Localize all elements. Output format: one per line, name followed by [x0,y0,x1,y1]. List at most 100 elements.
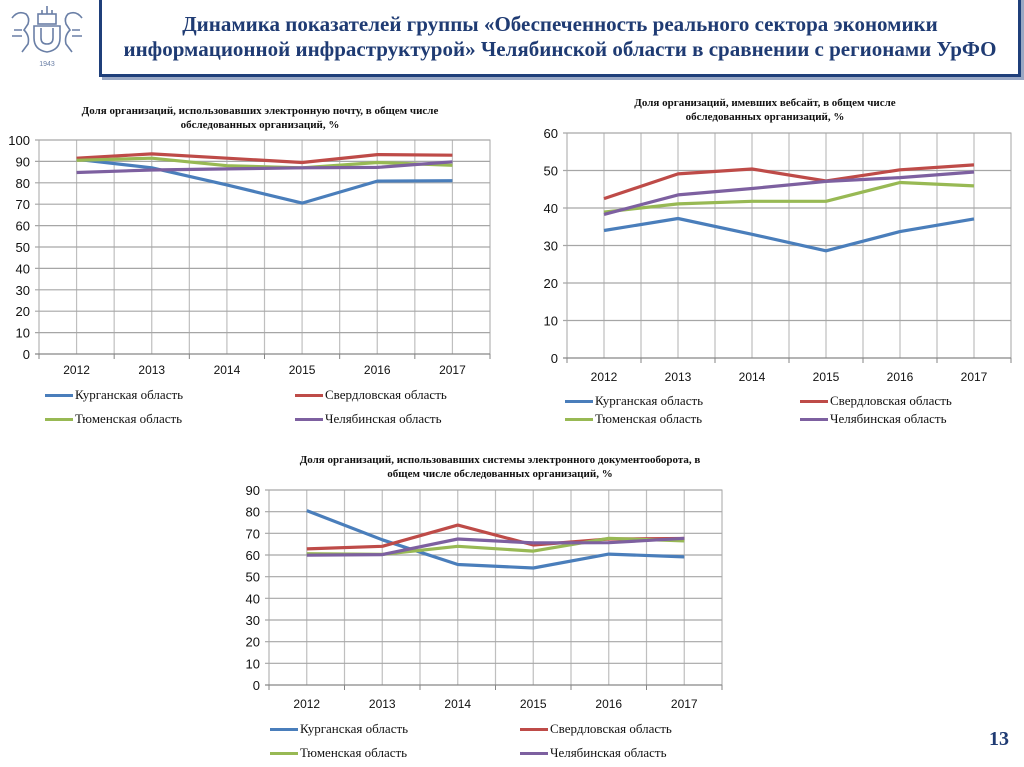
series-line [603,216,975,253]
legend-swatch [800,399,828,403]
legend-swatch [800,417,828,421]
legend-label: Свердловская область [550,721,672,736]
x-tick-label: 2013 [665,370,692,384]
x-tick-label: 2014 [444,697,471,711]
legend-label: Курганская область [595,393,704,408]
university-logo: 1943 [4,4,90,70]
x-tick-label: 2017 [439,363,466,377]
legend-swatch [520,751,548,755]
y-tick-label: 50 [544,164,558,179]
legend-swatch [295,417,323,421]
y-tick-label: 10 [246,656,260,671]
legend-item: Тюменская область [45,411,182,427]
legend-item: Курганская область [565,393,703,409]
legend-swatch [45,393,73,397]
legend-swatch [270,751,298,755]
logo-year: 1943 [39,61,55,68]
x-tick-label: 2017 [671,697,698,711]
chart-title: Доля организаций, использовавших системы… [299,454,701,480]
x-tick-label: 2013 [138,363,165,377]
legend-label: Курганская область [300,721,409,736]
chart-title: Доля организаций, использовавших электро… [81,105,439,131]
y-tick-label: 30 [16,283,30,298]
series-line [603,163,975,201]
y-tick-label: 20 [246,635,260,650]
series-line [76,152,453,165]
legend-item: Свердловская область [295,387,447,403]
legend-label: Тюменская область [300,745,408,760]
x-tick-label: 2013 [369,697,396,711]
y-tick-label: 20 [544,276,558,291]
chart-svg: 0 10 20 30 40 50 60 2012 2013 2014 2015 2016 2017 [544,126,1012,384]
x-tick-label: 2014 [214,363,241,377]
x-tick-label: 2015 [520,697,547,711]
legend-item: Курганская область [45,387,183,403]
legend-item: Челябинская область [520,745,667,761]
y-tick-label: 90 [246,483,260,498]
x-tick-label: 2015 [813,370,840,384]
y-tick-label: 60 [544,126,558,141]
y-tick-label: 20 [16,304,30,319]
x-tick-label: 2012 [63,363,90,377]
legend-item: Челябинская область [800,411,947,427]
legend-item: Свердловская область [800,393,952,409]
legend-swatch [295,393,323,397]
page-title: Динамика показателей группы «Обеспеченно… [123,12,997,61]
series-line [603,180,975,214]
y-tick-label: 40 [16,261,30,276]
series-line [306,536,685,557]
legend-swatch [565,399,593,403]
y-tick-label: 50 [246,570,260,585]
y-tick-label: 70 [246,526,260,541]
x-tick-label: 2016 [887,370,914,384]
chart-svg: 0 10 20 30 40 50 60 70 80 90 100 2012 2013 2014 2015 20… [8,133,491,377]
legend-item: Курганская область [270,721,408,737]
series-line [76,160,453,175]
legend-item: Тюменская область [565,411,702,427]
series-line [603,170,975,216]
legend-label: Челябинская область [325,411,442,426]
legend-label: Челябинская область [830,411,947,426]
x-tick-label: 2017 [961,370,988,384]
legend-swatch [270,727,298,731]
x-tick-label: 2014 [739,370,766,384]
y-tick-label: 100 [8,133,30,148]
series-line [76,157,453,205]
legend-swatch [565,417,593,421]
series-line [306,509,685,570]
legend-label: Тюменская область [75,411,183,426]
y-tick-label: 50 [16,240,30,255]
y-tick-label: 0 [253,678,260,693]
y-tick-label: 60 [246,548,260,563]
x-tick-label: 2015 [289,363,316,377]
legend-label: Свердловская область [325,387,447,402]
x-tick-label: 2016 [595,697,622,711]
y-tick-label: 40 [544,201,558,216]
chart-svg: 0 10 20 30 40 50 60 70 80 90 2012 2013 2014 2015 2016 2… [246,483,723,711]
y-tick-label: 80 [16,176,30,191]
x-tick-label: 2012 [293,697,320,711]
legend-swatch [45,417,73,421]
y-tick-label: 40 [246,591,260,606]
y-tick-label: 30 [544,239,558,254]
y-tick-label: 30 [246,613,260,628]
university-crest-icon: 1943 [11,6,83,68]
y-tick-label: 10 [16,326,30,341]
legend-item: Челябинская область [295,411,442,427]
chart-edms-usage: Доля организаций, использовавших системы… [246,450,730,767]
header-title-box: Динамика показателей группы «Обеспеченно… [99,0,1021,77]
y-tick-label: 80 [246,505,260,520]
legend-label: Тюменская область [595,411,703,426]
y-tick-label: 0 [23,347,30,362]
chart-title: Доля организаций, имевших вебсайт, в общ… [634,97,896,123]
legend-swatch [520,727,548,731]
legend-label: Свердловская область [830,393,952,408]
x-tick-label: 2012 [591,370,618,384]
page-number: 13 [989,728,1009,750]
legend-item: Свердловская область [520,721,672,737]
y-tick-label: 0 [551,351,558,366]
y-tick-label: 70 [16,197,30,212]
chart-website-usage: Доля организаций, имевших вебсайт, в общ… [510,90,1024,435]
y-tick-label: 90 [16,154,30,169]
legend-label: Челябинская область [550,745,667,760]
